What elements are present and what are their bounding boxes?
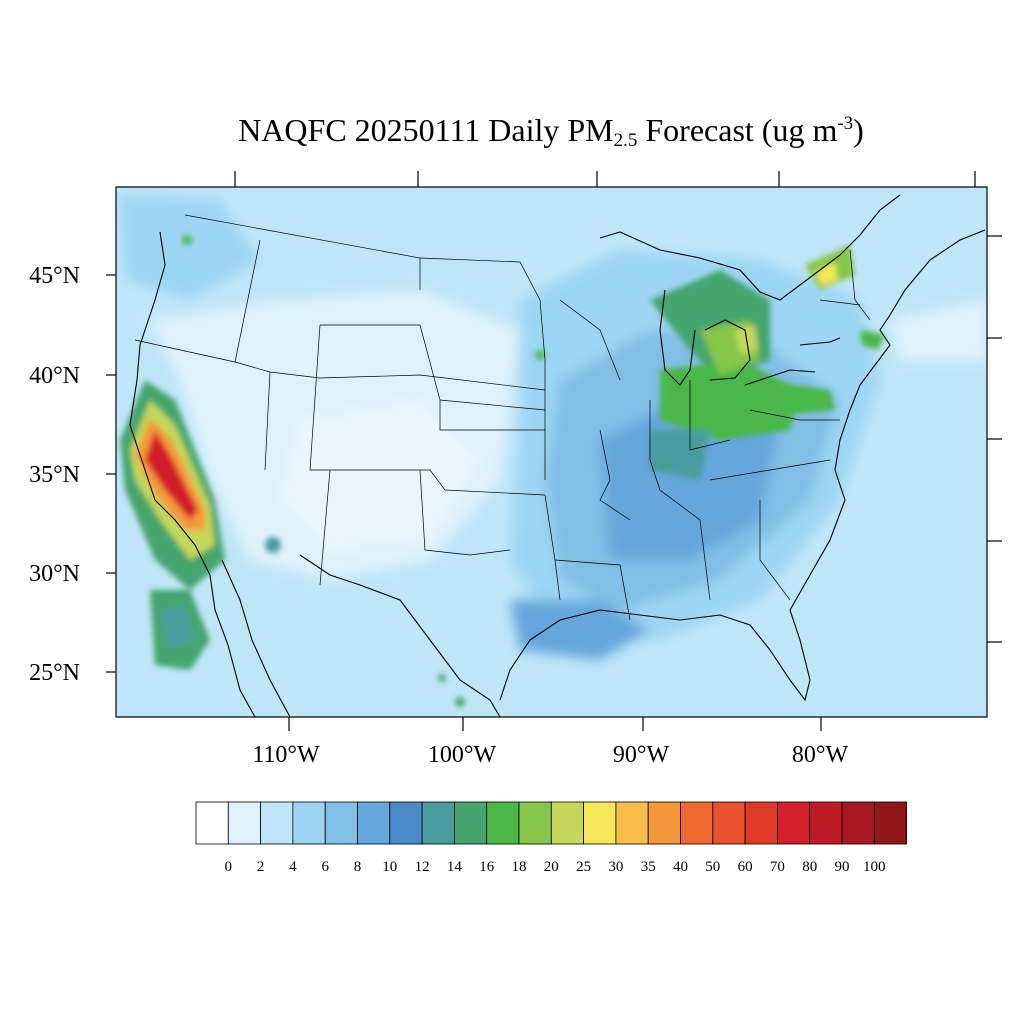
colorbar-label: 6 bbox=[321, 859, 329, 875]
colorbar-swatch bbox=[550, 801, 584, 845]
coastline-outline bbox=[129, 194, 986, 717]
colorbar-swatch bbox=[647, 801, 681, 845]
colorbar-label: 100 bbox=[863, 859, 886, 875]
colorbar-label: 18 bbox=[512, 859, 527, 875]
colorbar-label: 40 bbox=[673, 859, 688, 875]
colorbar-label: 2 bbox=[257, 859, 265, 875]
colorbar-swatch bbox=[583, 801, 617, 845]
colorbar-swatch bbox=[227, 801, 262, 845]
colorbar-label: 25 bbox=[576, 859, 591, 875]
colorbar-swatch bbox=[809, 801, 843, 845]
colorbar-swatch bbox=[518, 801, 552, 845]
lon-label-110: 110°W bbox=[252, 742, 320, 768]
lat-label-35: 35°N bbox=[29, 462, 80, 488]
colorbar-label: 8 bbox=[354, 859, 362, 875]
axis-ticks bbox=[106, 171, 1002, 731]
colorbar-label: 4 bbox=[289, 859, 297, 875]
colorbar-swatch bbox=[453, 801, 488, 845]
colorbar-swatch bbox=[195, 801, 229, 845]
colorbar-swatch bbox=[873, 801, 907, 845]
map-frame bbox=[115, 186, 988, 718]
concentration-field bbox=[116, 187, 987, 717]
colorbar-swatch bbox=[292, 801, 326, 845]
colorbar-label: 20 bbox=[544, 859, 559, 875]
lat-label-45: 45°N bbox=[29, 263, 80, 289]
colorbar-swatch bbox=[615, 801, 649, 845]
state-borders bbox=[134, 214, 871, 621]
colorbar-swatch bbox=[841, 801, 875, 845]
colorbar-swatch bbox=[486, 801, 520, 845]
lon-label-80: 80°W bbox=[792, 742, 849, 768]
colorbar-swatch bbox=[357, 801, 391, 845]
lat-label-40: 40°N bbox=[29, 363, 80, 389]
lat-label-30: 30°N bbox=[29, 561, 80, 587]
colorbar-label: 16 bbox=[479, 859, 495, 875]
colorbar-label: 90 bbox=[835, 859, 850, 875]
colorbar-swatch bbox=[744, 801, 778, 845]
colorbar bbox=[195, 801, 907, 845]
latitude-labels: 45°N 40°N 35°N 30°N 25°N bbox=[29, 263, 80, 686]
colorbar-swatch bbox=[421, 801, 455, 845]
colorbar-label: 12 bbox=[415, 859, 430, 875]
colorbar-label: 14 bbox=[447, 859, 463, 875]
colorbar-swatch bbox=[260, 801, 294, 845]
colorbar-label: 60 bbox=[738, 859, 753, 875]
colorbar-label: 35 bbox=[641, 859, 656, 875]
colorbar-label: 80 bbox=[802, 859, 817, 875]
lat-label-25: 25°N bbox=[29, 660, 80, 686]
map-title: NAQFC 20250111 Daily PM2.5 Forecast (ug … bbox=[238, 112, 864, 151]
colorbar-labels: 0 2 4 6 8 10 12 14 16 18 20 25 30 35 40 50 60 70 80 90 100 bbox=[225, 859, 886, 875]
colorbar-swatch bbox=[389, 801, 423, 845]
colorbar-swatch bbox=[324, 801, 358, 845]
colorbar-label: 0 bbox=[225, 859, 233, 875]
longitude-labels: 110°W 100°W 90°W 80°W bbox=[252, 742, 848, 768]
colorbar-label: 70 bbox=[770, 859, 785, 875]
lon-label-100: 100°W bbox=[428, 742, 497, 768]
colorbar-label: 10 bbox=[382, 859, 397, 875]
colorbar-label: 30 bbox=[608, 859, 623, 875]
colorbar-swatch bbox=[777, 801, 811, 845]
colorbar-swatch bbox=[712, 801, 746, 845]
colorbar-swatch bbox=[680, 801, 714, 845]
colorbar-label: 50 bbox=[705, 859, 720, 875]
lon-label-90: 90°W bbox=[613, 742, 670, 768]
